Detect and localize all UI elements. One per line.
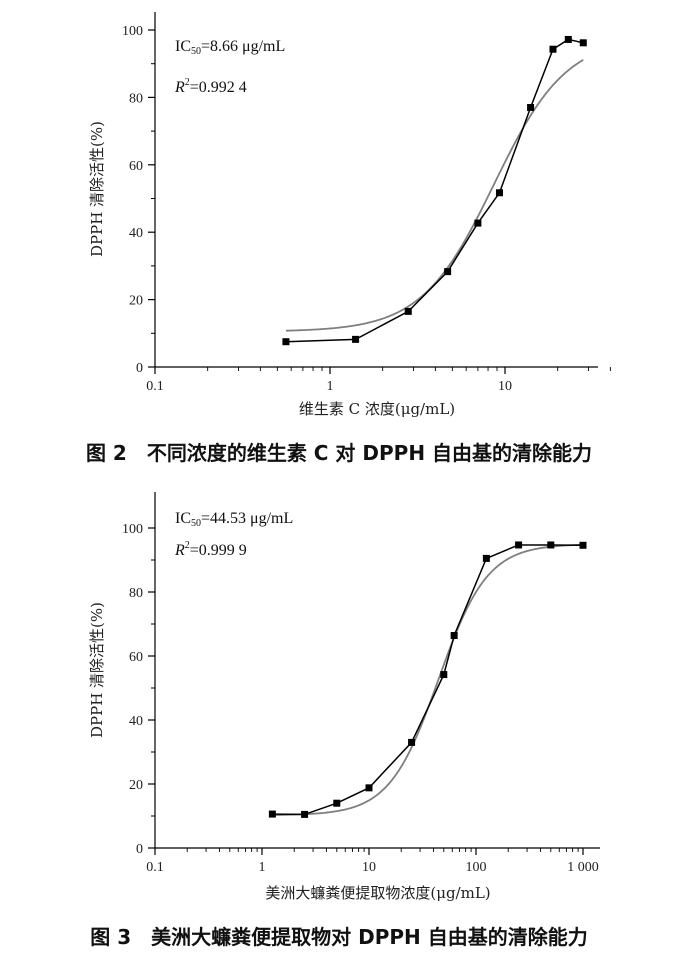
chart-2-data-point xyxy=(408,738,416,746)
chart-1-ic50-annotation: IC50=8.66 μg/mL xyxy=(175,38,285,57)
chart-1-data-point xyxy=(549,45,557,53)
y-tick-label: 60 xyxy=(129,650,143,665)
chart-1-data-point xyxy=(474,219,482,227)
x-tick-label: 1 xyxy=(327,379,334,394)
chart-1-fit-curve xyxy=(285,59,584,332)
chart-1-fit-line xyxy=(285,59,584,332)
chart-1-caption: 图 2 不同浓度的维生素 C 对 DPPH 自由基的清除能力 xyxy=(86,441,592,465)
y-tick-label: 20 xyxy=(129,778,143,793)
x-tick-label: 10 xyxy=(498,379,512,394)
chart-2-y-axis-label: DPPH 清除活性(%) xyxy=(88,602,106,738)
chart-2-x-ticks: 0.1 1 10 100 1 000 xyxy=(146,848,599,875)
x-tick-label: 0.1 xyxy=(146,860,164,875)
chart-2-data-line xyxy=(272,544,584,816)
y-tick-label: 40 xyxy=(129,226,143,241)
x-tick-label: 10 xyxy=(362,860,376,875)
chart-1-data-point xyxy=(495,189,503,197)
x-tick-label: 100 xyxy=(466,860,487,875)
chart-1-data-point xyxy=(404,307,412,315)
chart-1-data-point xyxy=(579,39,587,47)
chart-2-data-point xyxy=(333,799,341,807)
chart-2-y-ticks: 0 20 40 60 80 100 xyxy=(122,522,155,857)
chart-1-x-axis-label: 维生素 C 浓度(μg/mL) xyxy=(299,400,455,418)
chart-2-data-point xyxy=(547,541,555,549)
chart-2-data-point xyxy=(579,541,587,549)
y-tick-label: 100 xyxy=(122,24,143,39)
chart-2-data-point xyxy=(440,671,448,679)
chart-1-data-point xyxy=(444,268,452,276)
chart-2-data-series xyxy=(268,541,587,818)
chart-2-fit-line xyxy=(272,543,584,816)
y-tick-label: 100 xyxy=(122,522,143,537)
chart-1-data-point xyxy=(564,35,572,43)
chart-1-data-point xyxy=(527,104,535,112)
chart-2-r2-annotation: R2=0.999 9 xyxy=(174,540,247,559)
y-tick-label: 80 xyxy=(129,586,143,601)
chart-1-data-point xyxy=(352,335,360,343)
chart-2-axes xyxy=(154,492,600,849)
chart-2-caption: 图 3 美洲大蠊粪便提取物对 DPPH 自由基的清除能力 xyxy=(90,925,587,949)
y-tick-label: 20 xyxy=(129,294,143,309)
y-tick-label: 0 xyxy=(136,842,143,857)
chart-2: 0 20 40 60 80 100 0.1 1 10 100 1 000 IC50=44.53 μ… xyxy=(88,492,600,949)
chart-2-data-point xyxy=(515,541,523,549)
chart-2-data-point xyxy=(482,554,490,562)
y-tick-label: 80 xyxy=(129,91,143,106)
x-tick-label: 0.1 xyxy=(146,379,164,394)
chart-2-ic50-annotation: IC50=44.53 μg/mL xyxy=(175,510,293,529)
y-tick-label: 40 xyxy=(129,714,143,729)
chart-2-data-point xyxy=(450,632,458,640)
chart-1-x-ticks: 0.1 1 10 xyxy=(146,367,611,394)
chart-2-data-point xyxy=(268,810,276,818)
y-tick-label: 60 xyxy=(129,159,143,174)
chart-1-r2-annotation: R2=0.992 4 xyxy=(174,77,247,96)
chart-2-x-axis-label: 美洲大蠊粪便提取物浓度(μg/mL) xyxy=(265,884,490,902)
chart-1-data-point xyxy=(282,338,290,346)
x-tick-label: 1 000 xyxy=(567,860,599,875)
chart-1-y-ticks: 0 20 40 60 80 100 xyxy=(122,24,155,376)
x-tick-label: 1 xyxy=(259,860,266,875)
chart-1-data-series xyxy=(282,35,587,346)
chart-2-fit-curve xyxy=(272,543,584,816)
chart-2-data-point xyxy=(301,810,309,818)
chart-1-axes xyxy=(154,12,598,368)
y-tick-label: 0 xyxy=(136,361,143,376)
chart-1-data-line xyxy=(285,38,584,343)
chart-2-data-point xyxy=(365,784,373,792)
chart-1-y-axis-label: DPPH 清除活性(%) xyxy=(88,121,106,257)
chart-1: 0 20 40 60 80 100 0.1 1 10 IC50=8.66 μg/mL R2=0… xyxy=(86,12,611,465)
